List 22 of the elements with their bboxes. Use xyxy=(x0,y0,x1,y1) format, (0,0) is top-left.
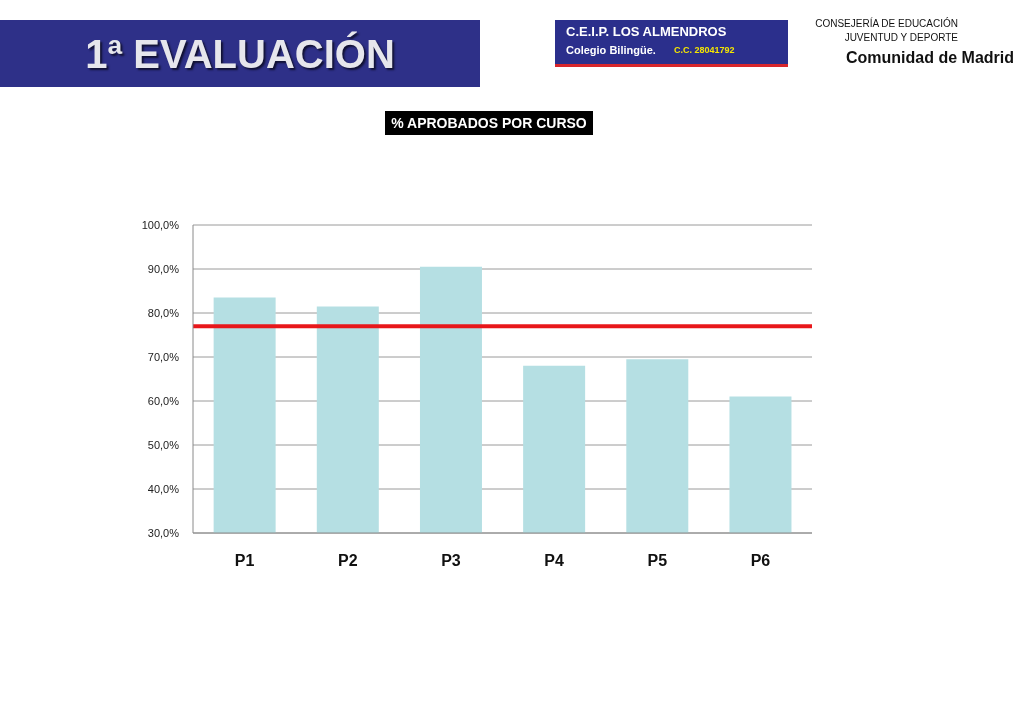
x-tick-label: P1 xyxy=(234,552,255,570)
chart-title: 1ª EVALUACIÓN xyxy=(85,30,395,77)
chart-subtitle: % APROBADOS POR CURSO xyxy=(385,111,593,135)
x-tick-label: P5 xyxy=(647,552,668,570)
text: CONSEJERÍA DE EDUCACIÓN xyxy=(815,18,958,29)
y-tick-label: 40,0% xyxy=(147,482,180,495)
y-tick-label: 100,0% xyxy=(141,218,180,231)
y-tick-label: 30,0% xyxy=(147,526,180,539)
y-tick-label: 80,0% xyxy=(147,306,180,319)
x-tick-label: P2 xyxy=(337,552,358,570)
y-tick-label: 60,0% xyxy=(147,394,180,407)
y-tick-label: 50,0% xyxy=(147,438,180,451)
text: Comunidad de Madrid xyxy=(846,49,1014,66)
y-tick-label: 90,0% xyxy=(147,262,180,275)
x-tick-label: P6 xyxy=(750,552,771,570)
y-tick-label: 70,0% xyxy=(147,350,180,363)
x-tick-label: P3 xyxy=(441,552,461,570)
text: C.E.I.P. LOS ALMENDROS xyxy=(566,24,727,39)
text: JUVENTUD Y DEPORTE xyxy=(844,32,958,43)
text: C.C. 28041792 xyxy=(674,45,735,55)
text: Colegio Bilingüe. xyxy=(566,44,656,56)
x-tick-label: P4 xyxy=(544,552,564,570)
